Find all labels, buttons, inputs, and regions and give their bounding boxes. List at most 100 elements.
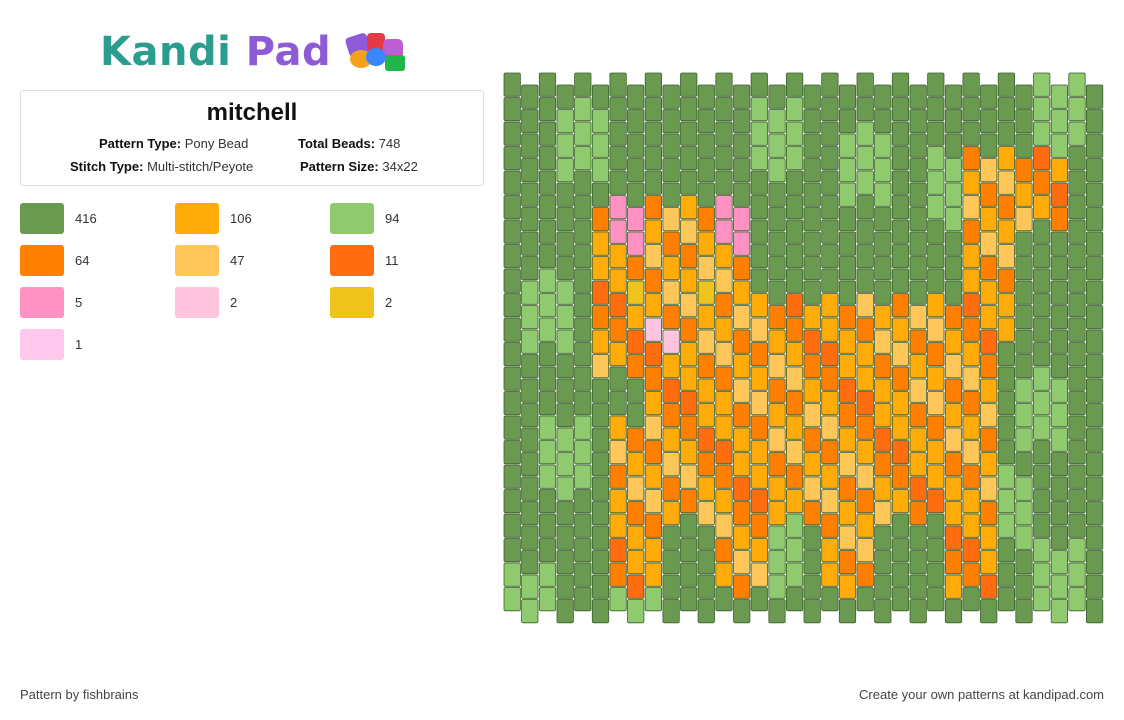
bead[interactable] [644, 72, 663, 97]
bead[interactable] [556, 84, 574, 109]
bead[interactable] [627, 427, 645, 452]
bead[interactable] [997, 366, 1016, 391]
bead[interactable] [697, 84, 715, 109]
bead[interactable] [627, 280, 645, 305]
bead[interactable] [733, 378, 751, 403]
bead[interactable] [768, 427, 786, 452]
bead[interactable] [856, 513, 874, 538]
bead[interactable] [786, 538, 804, 563]
bead[interactable] [891, 146, 910, 171]
bead[interactable] [591, 280, 610, 305]
bead[interactable] [856, 342, 874, 367]
bead[interactable] [856, 489, 874, 514]
bead[interactable] [538, 72, 557, 97]
bead[interactable] [750, 587, 768, 612]
bead[interactable] [733, 182, 751, 207]
bead[interactable] [944, 378, 963, 403]
bead[interactable] [909, 525, 927, 550]
bead[interactable] [1050, 305, 1068, 330]
bead[interactable] [786, 97, 804, 122]
bead[interactable] [944, 133, 963, 158]
bead[interactable] [962, 464, 980, 489]
bead[interactable] [1033, 219, 1051, 244]
bead[interactable] [803, 427, 821, 452]
bead[interactable] [750, 121, 768, 146]
bead[interactable] [556, 158, 574, 183]
bead[interactable] [503, 268, 521, 293]
bead[interactable] [891, 538, 910, 563]
bead[interactable] [574, 97, 592, 122]
bead[interactable] [609, 195, 627, 220]
bead[interactable] [644, 342, 663, 367]
bead[interactable] [697, 501, 715, 526]
bead[interactable] [538, 440, 557, 465]
bead[interactable] [856, 587, 874, 612]
bead[interactable] [874, 207, 892, 232]
bead[interactable] [1015, 378, 1033, 403]
bead[interactable] [803, 305, 821, 330]
bead[interactable] [538, 489, 557, 514]
bead[interactable] [1068, 513, 1086, 538]
bead[interactable] [697, 378, 715, 403]
bead[interactable] [574, 562, 592, 587]
bead[interactable] [874, 501, 892, 526]
bead[interactable] [609, 538, 627, 563]
bead[interactable] [821, 268, 839, 293]
bead[interactable] [803, 158, 821, 183]
bead[interactable] [821, 97, 839, 122]
bead[interactable] [521, 574, 539, 599]
bead[interactable] [962, 415, 980, 440]
bead[interactable] [927, 415, 945, 440]
bead[interactable] [680, 268, 698, 293]
bead[interactable] [821, 146, 839, 171]
bead[interactable] [733, 84, 751, 109]
bead[interactable] [1050, 550, 1068, 575]
bead[interactable] [821, 440, 839, 465]
bead[interactable] [962, 72, 980, 97]
bead[interactable] [1086, 378, 1104, 403]
bead[interactable] [821, 415, 839, 440]
bead[interactable] [997, 72, 1016, 97]
bead[interactable] [803, 109, 821, 134]
bead[interactable] [997, 317, 1016, 342]
bead[interactable] [768, 133, 786, 158]
bead[interactable] [874, 182, 892, 207]
bead[interactable] [715, 293, 733, 318]
bead[interactable] [786, 219, 804, 244]
bead[interactable] [591, 305, 610, 330]
bead[interactable] [627, 476, 645, 501]
bead[interactable] [609, 415, 627, 440]
bead[interactable] [874, 452, 892, 477]
bead[interactable] [697, 574, 715, 599]
bead[interactable] [980, 550, 998, 575]
bead[interactable] [715, 587, 733, 612]
bead[interactable] [574, 317, 592, 342]
bead[interactable] [997, 146, 1016, 171]
bead[interactable] [591, 574, 610, 599]
bead[interactable] [538, 391, 557, 416]
bead[interactable] [503, 72, 521, 97]
bead[interactable] [591, 427, 610, 452]
bead[interactable] [680, 464, 698, 489]
bead[interactable] [980, 182, 998, 207]
bead[interactable] [838, 305, 857, 330]
bead[interactable] [944, 329, 963, 354]
bead[interactable] [503, 464, 521, 489]
bead[interactable] [944, 501, 963, 526]
bead[interactable] [1068, 268, 1086, 293]
bead[interactable] [521, 280, 539, 305]
bead[interactable] [1086, 133, 1104, 158]
bead[interactable] [980, 354, 998, 379]
bead[interactable] [891, 317, 910, 342]
bead[interactable] [521, 403, 539, 428]
bead[interactable] [980, 452, 998, 477]
bead[interactable] [1068, 219, 1086, 244]
bead[interactable] [609, 244, 627, 269]
bead[interactable] [662, 329, 680, 354]
bead[interactable] [786, 170, 804, 195]
bead[interactable] [750, 342, 768, 367]
bead[interactable] [944, 182, 963, 207]
bead[interactable] [680, 391, 698, 416]
bead[interactable] [856, 391, 874, 416]
